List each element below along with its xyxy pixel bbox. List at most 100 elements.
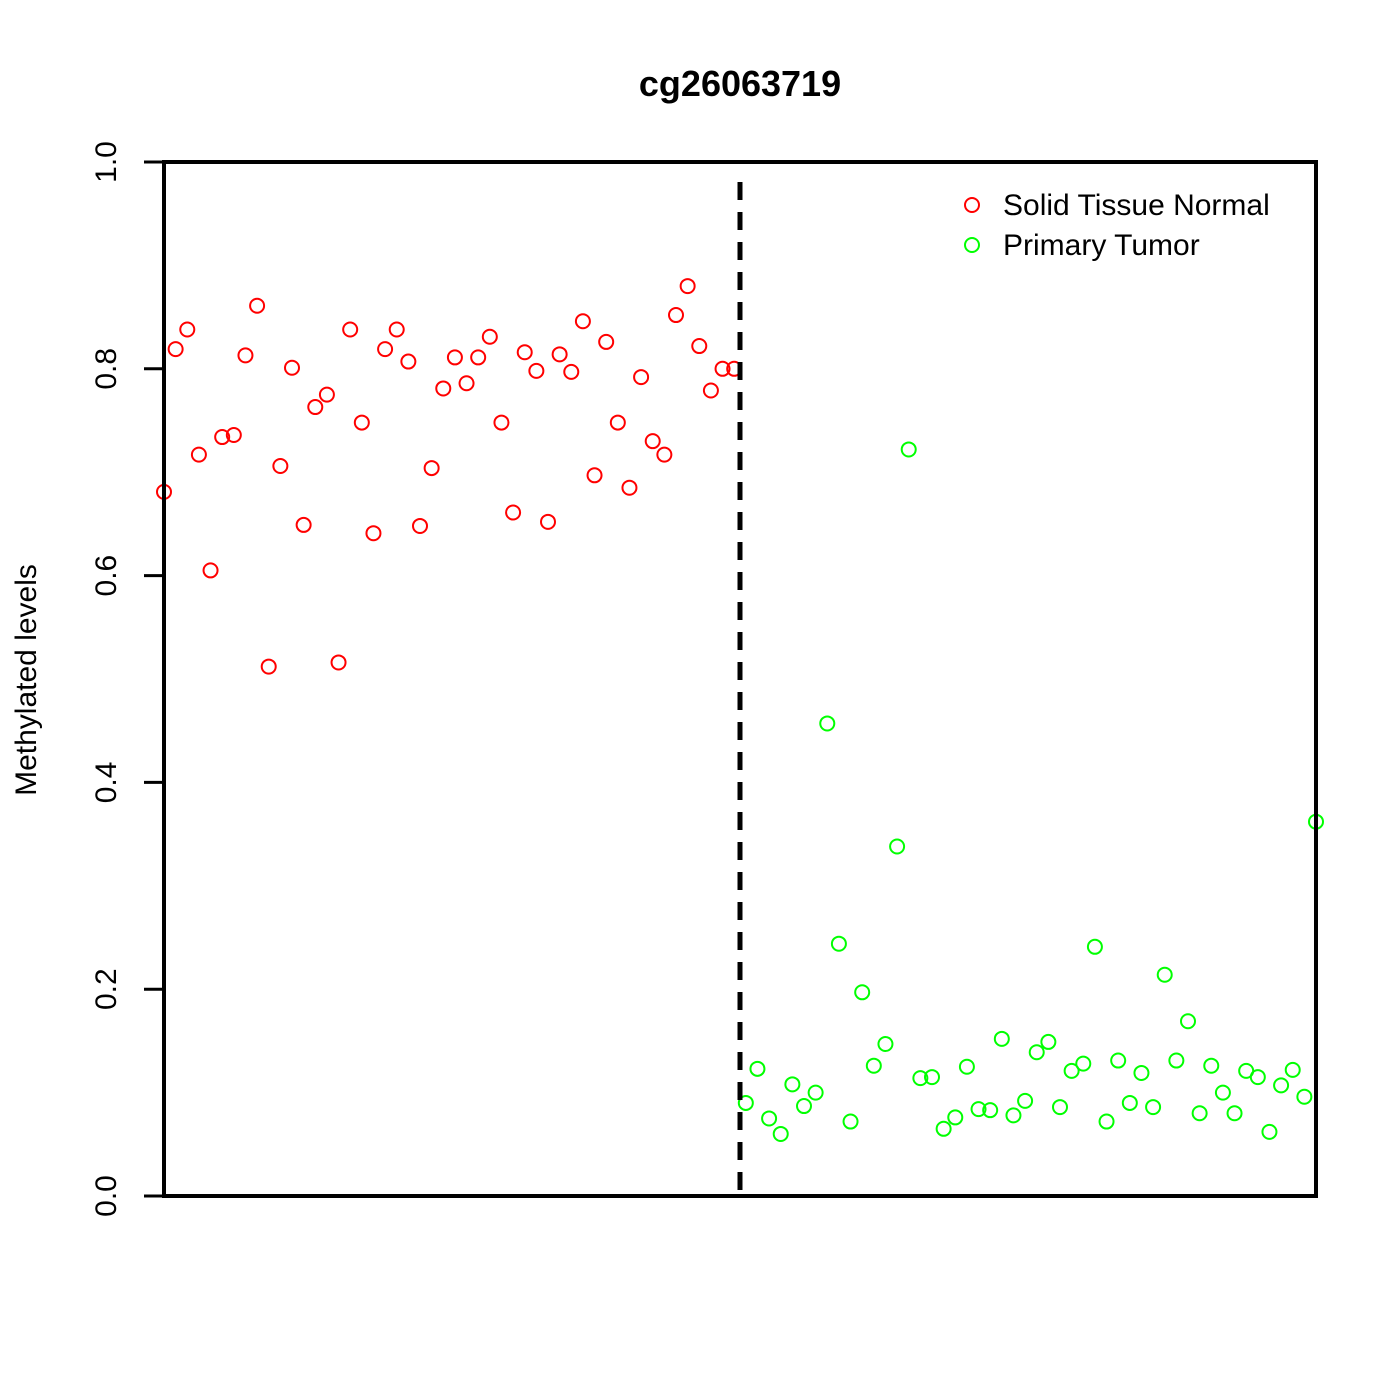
point-solid-tissue-normal: [458, 375, 475, 392]
point-primary-tumor: [993, 1030, 1010, 1047]
point-primary-tumor: [1249, 1069, 1266, 1086]
point-solid-tissue-normal: [202, 562, 219, 579]
point-primary-tumor: [842, 1113, 859, 1130]
y-tick-label: 0.6: [90, 555, 123, 597]
point-solid-tissue-normal: [295, 516, 312, 533]
point-primary-tumor: [1052, 1099, 1068, 1116]
point-solid-tissue-normal: [423, 460, 440, 477]
point-primary-tumor: [830, 935, 847, 952]
point-primary-tumor: [1075, 1055, 1092, 1072]
point-solid-tissue-normal: [307, 399, 324, 416]
point-solid-tissue-normal: [179, 321, 196, 338]
point-primary-tumor: [900, 441, 917, 458]
chart-title: cg26063719: [639, 63, 841, 104]
point-solid-tissue-normal: [621, 479, 638, 496]
point-primary-tumor: [1063, 1062, 1080, 1079]
y-axis-label: Methylated levels: [10, 564, 43, 796]
point-primary-tumor: [1203, 1057, 1220, 1074]
point-solid-tissue-normal: [702, 382, 719, 399]
point-primary-tumor: [889, 838, 906, 855]
point-primary-tumor: [1168, 1052, 1185, 1069]
point-primary-tumor: [807, 1084, 824, 1101]
point-solid-tissue-normal: [540, 513, 556, 530]
point-primary-tumor: [1017, 1092, 1034, 1109]
point-primary-tumor: [784, 1076, 801, 1093]
point-solid-tissue-normal: [249, 297, 266, 314]
legend-marker: [964, 237, 980, 253]
point-primary-tumor: [924, 1069, 940, 1086]
legend: Solid Tissue Normal Primary Tumor: [964, 189, 1270, 262]
point-primary-tumor: [1086, 938, 1103, 955]
point-primary-tumor: [1040, 1033, 1057, 1050]
point-primary-tumor: [749, 1060, 766, 1077]
y-tick-label: 0.4: [90, 762, 123, 804]
point-primary-tumor: [1284, 1061, 1301, 1078]
point-solid-tissue-normal: [388, 321, 405, 338]
data-points: [156, 278, 1324, 1142]
point-primary-tumor: [1098, 1113, 1115, 1130]
point-solid-tissue-normal: [609, 414, 626, 431]
point-solid-tissue-normal: [284, 359, 300, 376]
point-primary-tumor: [854, 984, 871, 1001]
point-primary-tumor: [982, 1102, 999, 1119]
y-tick-label: 1.0: [90, 141, 123, 183]
point-solid-tissue-normal: [481, 328, 498, 345]
point-solid-tissue-normal: [574, 313, 591, 330]
point-solid-tissue-normal: [644, 433, 661, 450]
point-primary-tumor: [1261, 1123, 1278, 1140]
point-primary-tumor: [877, 1036, 894, 1053]
point-primary-tumor: [865, 1057, 882, 1074]
point-solid-tissue-normal: [260, 658, 277, 675]
point-solid-tissue-normal: [214, 429, 231, 446]
plot-frame: [162, 160, 1318, 1198]
point-solid-tissue-normal: [656, 446, 673, 463]
point-solid-tissue-normal: [400, 353, 417, 370]
point-solid-tissue-normal: [353, 414, 370, 431]
point-primary-tumor: [935, 1120, 952, 1137]
point-solid-tissue-normal: [551, 346, 568, 363]
point-solid-tissue-normal: [493, 414, 510, 431]
point-solid-tissue-normal: [633, 369, 650, 386]
point-solid-tissue-normal: [342, 321, 359, 338]
point-primary-tumor: [1145, 1099, 1162, 1116]
point-solid-tissue-normal: [691, 338, 708, 355]
point-solid-tissue-normal: [365, 525, 382, 542]
point-primary-tumor: [1110, 1052, 1127, 1069]
point-solid-tissue-normal: [563, 363, 580, 380]
point-primary-tumor: [737, 1094, 754, 1111]
point-primary-tumor: [772, 1125, 789, 1142]
point-solid-tissue-normal: [598, 333, 615, 350]
y-tick-label: 0.0: [90, 1175, 123, 1217]
point-primary-tumor: [1121, 1094, 1138, 1111]
point-solid-tissue-normal: [412, 517, 428, 534]
point-primary-tumor: [958, 1058, 975, 1075]
point-primary-tumor: [1273, 1077, 1290, 1094]
point-solid-tissue-normal: [377, 341, 394, 358]
point-primary-tumor: [761, 1110, 778, 1127]
legend-label: Solid Tissue Normal: [1003, 189, 1270, 222]
legend-label: Primary Tumor: [1003, 229, 1200, 262]
point-solid-tissue-normal: [435, 380, 452, 397]
point-primary-tumor: [947, 1109, 964, 1126]
point-primary-tumor: [1191, 1105, 1208, 1122]
point-solid-tissue-normal: [668, 307, 684, 324]
point-solid-tissue-normal: [714, 360, 731, 377]
point-solid-tissue-normal: [679, 278, 696, 295]
point-primary-tumor: [1156, 966, 1173, 983]
point-primary-tumor: [1028, 1044, 1045, 1061]
point-solid-tissue-normal: [505, 504, 522, 521]
point-primary-tumor: [819, 715, 836, 732]
point-primary-tumor: [1133, 1064, 1150, 1081]
point-primary-tumor: [796, 1098, 812, 1115]
point-solid-tissue-normal: [516, 344, 533, 361]
legend-marker: [964, 197, 980, 213]
point-solid-tissue-normal: [330, 654, 347, 671]
point-primary-tumor: [912, 1070, 929, 1087]
point-solid-tissue-normal: [446, 349, 463, 366]
point-solid-tissue-normal: [167, 341, 184, 358]
point-primary-tumor: [1005, 1107, 1022, 1124]
point-solid-tissue-normal: [190, 446, 207, 463]
point-solid-tissue-normal: [528, 362, 545, 379]
